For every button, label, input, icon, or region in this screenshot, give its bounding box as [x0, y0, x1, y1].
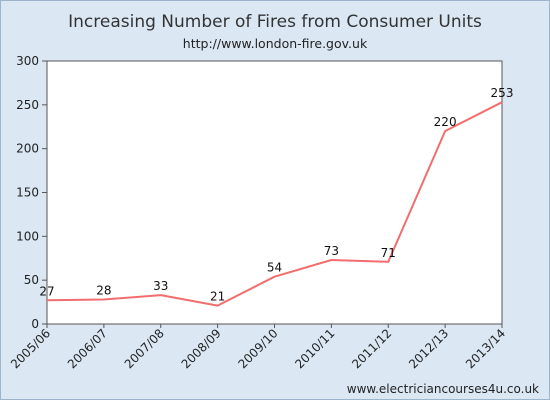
- data-label: 253: [491, 86, 514, 100]
- y-tick-label: 50: [24, 273, 39, 287]
- x-tick-label: 2006/07: [65, 326, 110, 371]
- y-axis: 0 50 100 150 200 250 300: [16, 54, 47, 331]
- data-label: 33: [153, 279, 168, 293]
- y-tick-label: 150: [16, 186, 39, 200]
- y-tick-label: 0: [31, 317, 39, 331]
- data-label: 54: [267, 261, 282, 275]
- data-label: 220: [434, 115, 457, 129]
- data-label: 73: [324, 244, 339, 258]
- data-label: 27: [39, 284, 54, 298]
- series-line: [46, 101, 503, 307]
- data-label: 28: [96, 283, 111, 297]
- x-tick-label: 2013/14: [463, 326, 508, 371]
- y-tick-label: 250: [16, 98, 39, 112]
- x-tick-label: 2011/12: [349, 326, 394, 371]
- chart-title: Increasing Number of Fires from Consumer…: [68, 12, 482, 32]
- x-tick-label: 2008/09: [179, 326, 224, 371]
- plot-area: [46, 60, 503, 325]
- x-tick-label: 2007/08: [122, 326, 167, 371]
- x-axis: 2005/06 2006/07 2007/08 2008/09 2009/10 2010/…: [8, 324, 508, 371]
- x-tick-label: 2009/10: [235, 326, 280, 371]
- footer-credit: www.electriciancourses4u.co.uk: [347, 382, 539, 396]
- y-tick-label: 200: [16, 142, 39, 156]
- x-tick-label: 2010/11: [292, 326, 337, 371]
- data-label: 71: [381, 246, 396, 260]
- data-label: 21: [210, 290, 225, 304]
- x-tick-label: 2005/06: [8, 326, 53, 371]
- x-tick-label: 2012/13: [406, 326, 451, 371]
- y-tick-label: 300: [16, 54, 39, 68]
- y-tick-label: 100: [16, 229, 39, 243]
- chart-subtitle: http://www.london-fire.gov.uk: [183, 36, 368, 51]
- series-group: 27 28 33 21 54 73 71 220 253: [39, 86, 514, 307]
